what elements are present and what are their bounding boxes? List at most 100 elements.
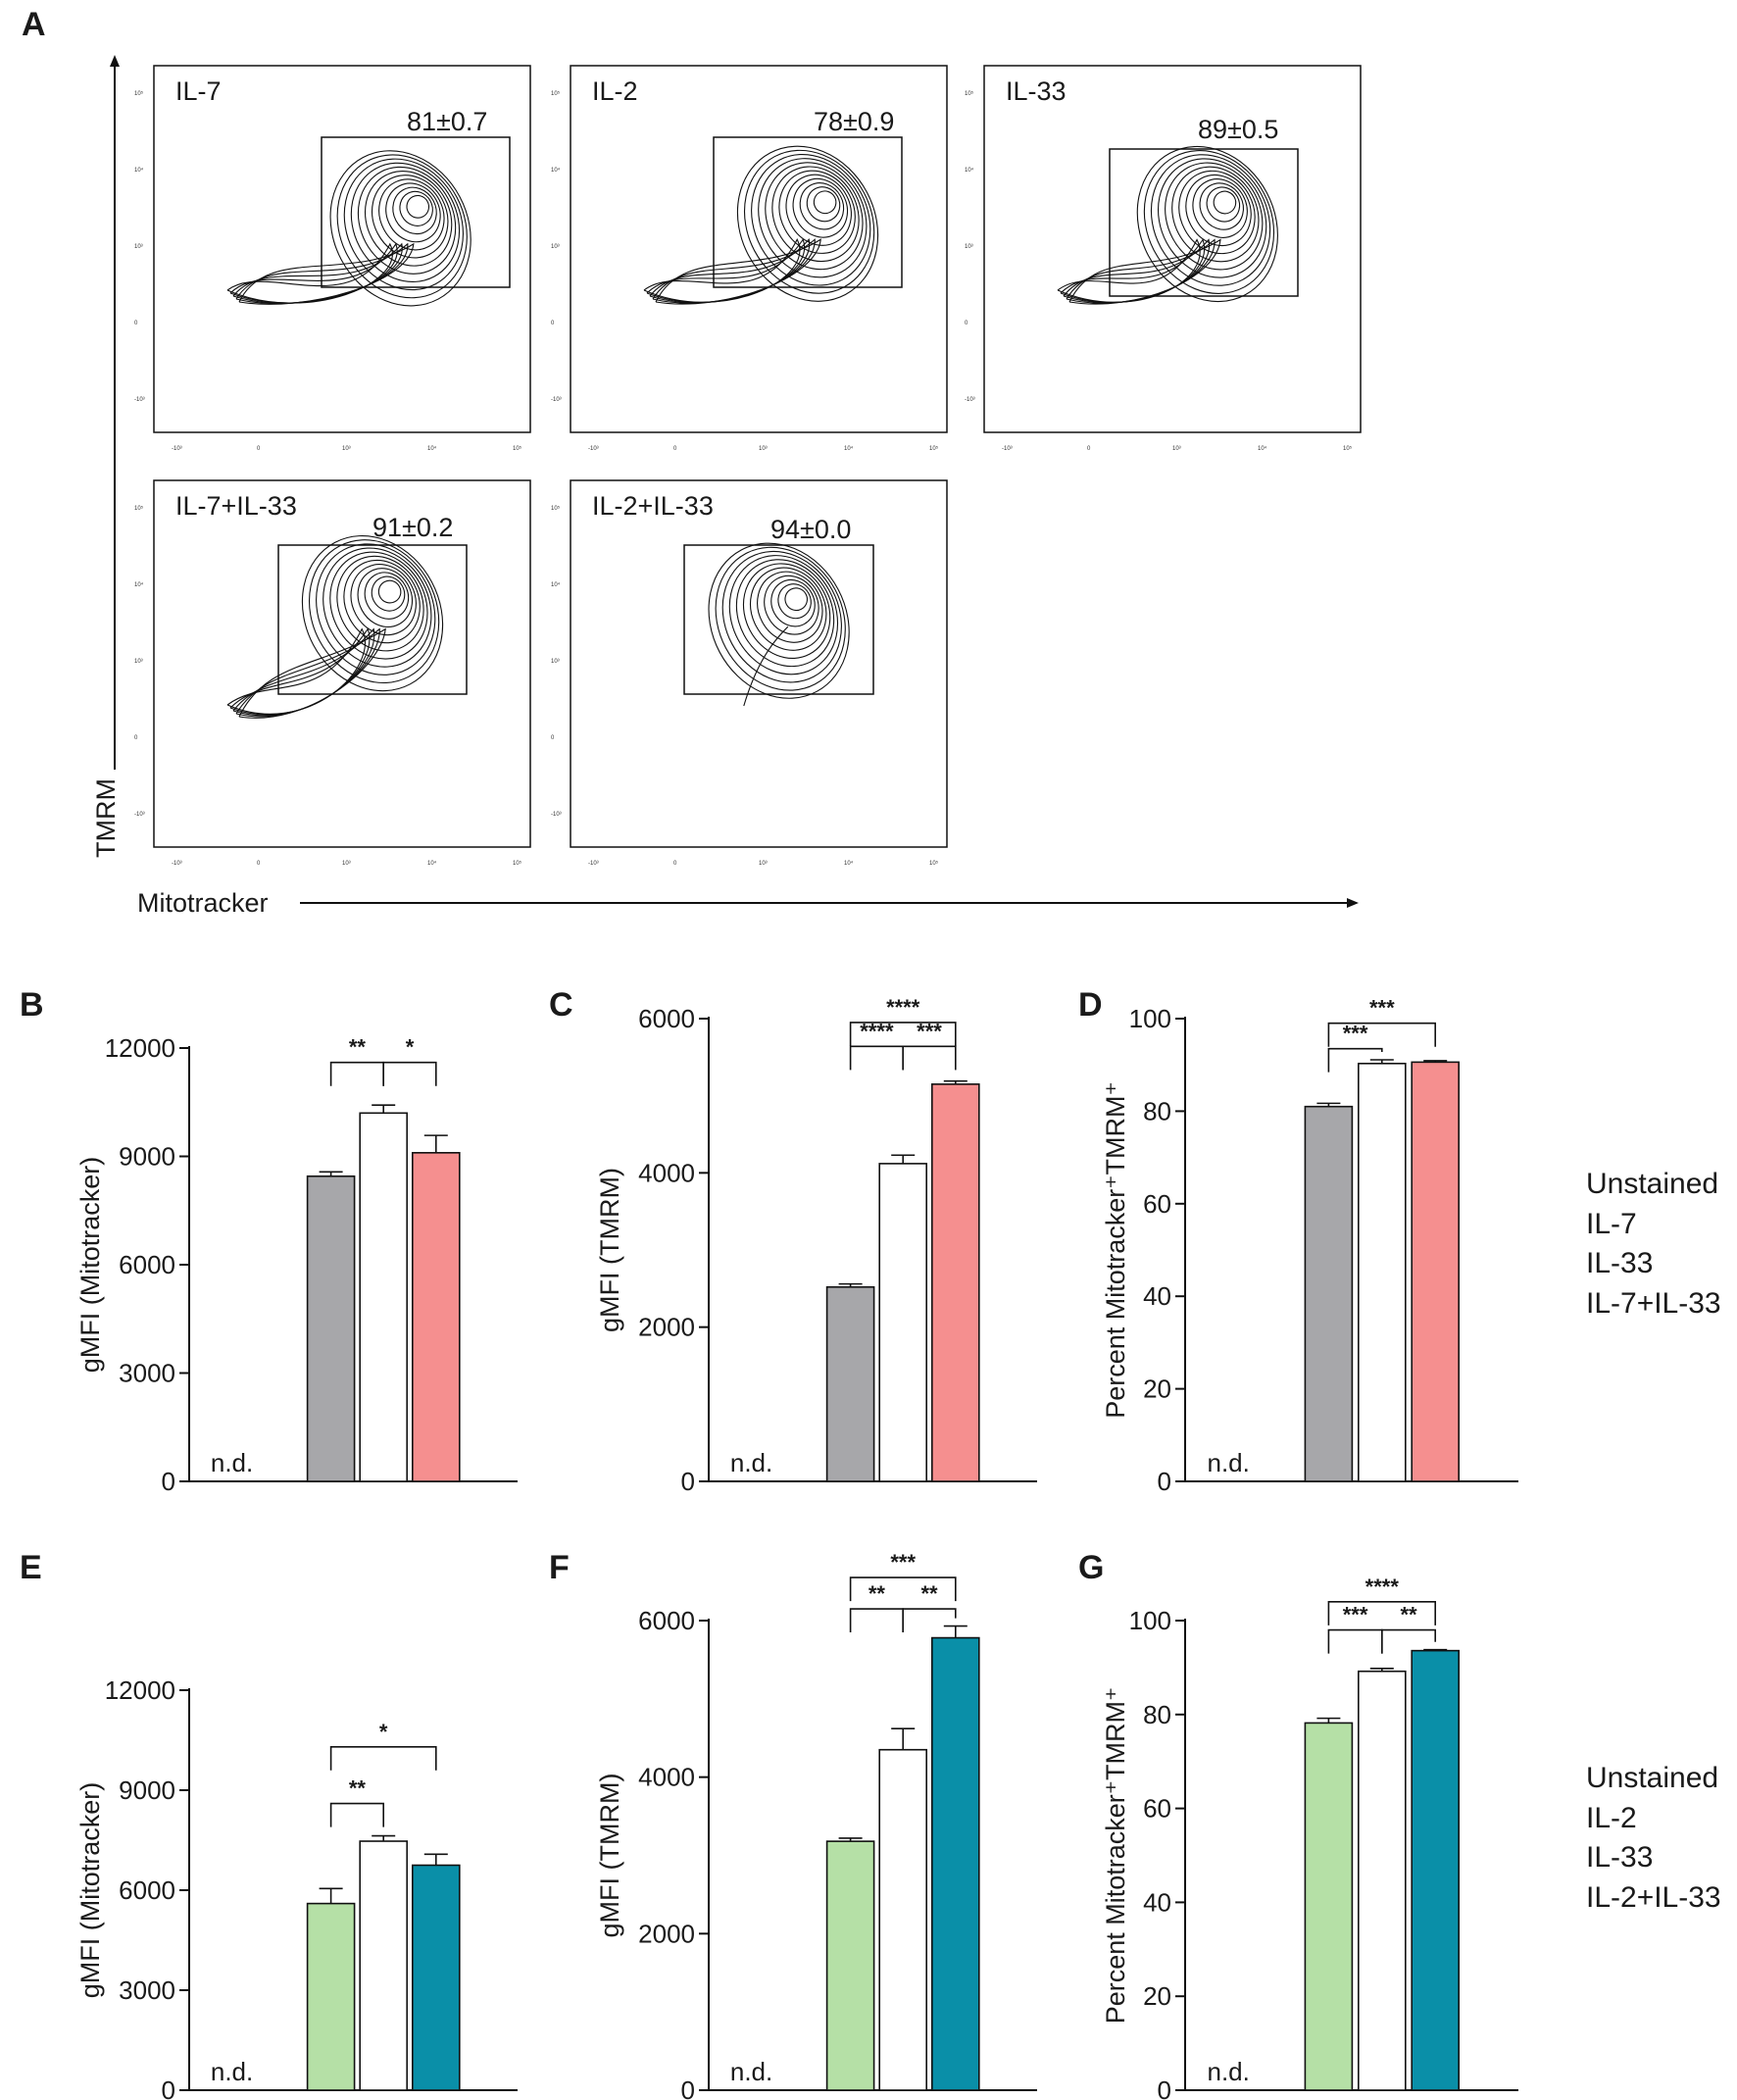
flow-contour-ring	[392, 186, 437, 235]
flow-contour-ring	[377, 579, 402, 604]
significance-bracket	[849, 1022, 957, 1046]
flow-x-tick: 10⁴	[427, 445, 437, 452]
flow-x-tick: 10⁴	[844, 445, 854, 452]
flow-contour-tail	[238, 627, 386, 719]
significance-label: **	[349, 1776, 367, 1801]
flow-x-tick: 0	[1087, 446, 1091, 452]
flow-contour-ring	[770, 578, 816, 627]
mitotracker-axis-label: Mitotracker	[137, 888, 269, 918]
y-tick-label: 6000	[638, 1004, 695, 1033]
y-tick-label: 6000	[119, 1250, 175, 1279]
flow-y-tick: 10⁵	[551, 505, 561, 512]
not-detected-label: n.d.	[1208, 2057, 1250, 2086]
flow-y-tick: 10⁵	[965, 90, 974, 97]
flow-y-tick: 10⁵	[551, 90, 561, 97]
bar	[1304, 1722, 1354, 2091]
flow-plot-frame	[153, 479, 531, 848]
flow-contour-ring	[336, 154, 468, 299]
flow-x-tick: 10⁴	[1258, 445, 1267, 452]
flow-x-tick: -10³	[1002, 446, 1013, 452]
flow-plot: IL-7 81±0.7 10⁵ 10⁴ 10³ 0 -10³ -10³ 0 10³ 10⁴ 10⁵	[134, 65, 531, 452]
flow-contour-ring	[364, 572, 410, 620]
y-tick-label: 12000	[105, 1033, 175, 1063]
flow-contour-ring	[765, 162, 864, 271]
significance-label: **	[920, 1581, 938, 1606]
flow-x-tick: 10⁴	[844, 860, 854, 867]
not-detected-label: n.d.	[730, 2057, 772, 2086]
y-axis-title: gMFI (Mitotracker)	[75, 1782, 105, 1999]
flow-contour-ring	[736, 145, 879, 302]
bar-chart-panel-e: 0 3000 6000 9000 12000 gMFI (Mitotracker) n.d.…	[75, 1675, 518, 2100]
flow-y-tick: 0	[551, 735, 555, 741]
flow-contour-ring	[743, 149, 875, 294]
not-detected-label: n.d.	[1208, 1448, 1250, 1477]
significance-label: ***	[1343, 1022, 1368, 1046]
flow-contour-ring	[799, 182, 845, 230]
bar	[359, 1840, 409, 2091]
flow-y-tick: 10³	[551, 244, 560, 250]
y-tick-label: 0	[162, 1467, 175, 1496]
flow-contour-ring	[715, 546, 846, 691]
flow-x-tick: 10⁵	[513, 860, 522, 867]
y-tick-label: 80	[1143, 1700, 1171, 1729]
flow-x-tick: 10³	[759, 446, 768, 452]
flow-contours	[708, 542, 850, 707]
y-tick-label: 100	[1129, 1606, 1171, 1635]
significance-bracket	[902, 1045, 957, 1071]
flow-plot-label: IL-7	[175, 76, 222, 106]
y-tick-label: 6000	[638, 1606, 695, 1635]
flow-y-tick: -10³	[551, 397, 562, 403]
bar	[1304, 1105, 1354, 1482]
flow-contour-ring	[1213, 190, 1237, 215]
y-tick-label: 12000	[105, 1675, 175, 1705]
y-tick-label: 0	[162, 2075, 175, 2100]
legend-bottom-item: IL-2	[1586, 1802, 1637, 1834]
flow-y-tick: 10⁵	[134, 90, 144, 97]
flow-contour-ring	[399, 190, 433, 226]
flow-contour-ring	[385, 182, 441, 243]
flow-contour-ring	[378, 178, 445, 251]
flow-contour-ring	[778, 170, 856, 254]
flow-gate	[713, 136, 903, 288]
flow-contours	[226, 150, 471, 307]
y-tick-label: 80	[1143, 1096, 1171, 1125]
significance-label: ****	[860, 1019, 894, 1043]
flow-contour-ring	[1178, 170, 1256, 255]
not-detected-label: n.d.	[730, 1448, 772, 1477]
significance-label: ***	[1369, 996, 1395, 1021]
flow-contour-tail	[238, 242, 415, 305]
flow-contour-ring	[1136, 145, 1278, 303]
flow-gate-percent: 81±0.7	[407, 107, 487, 136]
y-tick-label: 0	[681, 2075, 695, 2100]
flow-contour-ring	[336, 555, 424, 652]
flow-contour-tail	[655, 238, 821, 305]
y-tick-label: 4000	[638, 1763, 695, 1792]
flow-plot-label: IL-33	[1006, 76, 1067, 106]
y-tick-label: 4000	[638, 1158, 695, 1187]
y-tick-label: 6000	[119, 1875, 175, 1905]
flow-contour-tail	[743, 625, 789, 707]
flow-plot-frame	[983, 65, 1362, 433]
y-axis-title: gMFI (Mitotracker)	[75, 1157, 105, 1374]
flow-gate-percent: 91±0.2	[372, 513, 453, 542]
flow-contour-ring	[1192, 178, 1248, 238]
flow-contour-ring	[350, 162, 461, 282]
flow-x-tick: -10³	[588, 861, 599, 867]
bar	[1411, 1649, 1460, 2091]
flow-contour-ring	[749, 567, 827, 651]
legend-top-item: IL-33	[1586, 1247, 1653, 1279]
flow-plot: IL-2+IL-33 94±0.0 10⁵ 10⁴ 10³ 0 -10³ -10³ 0 10³ 10…	[551, 479, 948, 867]
flow-contour-ring	[1199, 182, 1244, 230]
y-tick-label: 60	[1143, 1189, 1171, 1219]
flow-plot: IL-2 78±0.9 10⁵ 10⁴ 10³ 0 -10³ -10³ 0 10³ 10⁴ 10⁵	[551, 65, 948, 452]
flow-y-tick: 10³	[965, 244, 973, 250]
flow-contour-ring	[372, 175, 449, 259]
significance-label: ***	[917, 1019, 942, 1043]
significance-label: **	[868, 1581, 886, 1606]
tmrm-axis-label: TMRM	[91, 778, 121, 858]
significance-bracket	[329, 1746, 437, 1771]
flow-x-tick: 0	[257, 446, 261, 452]
